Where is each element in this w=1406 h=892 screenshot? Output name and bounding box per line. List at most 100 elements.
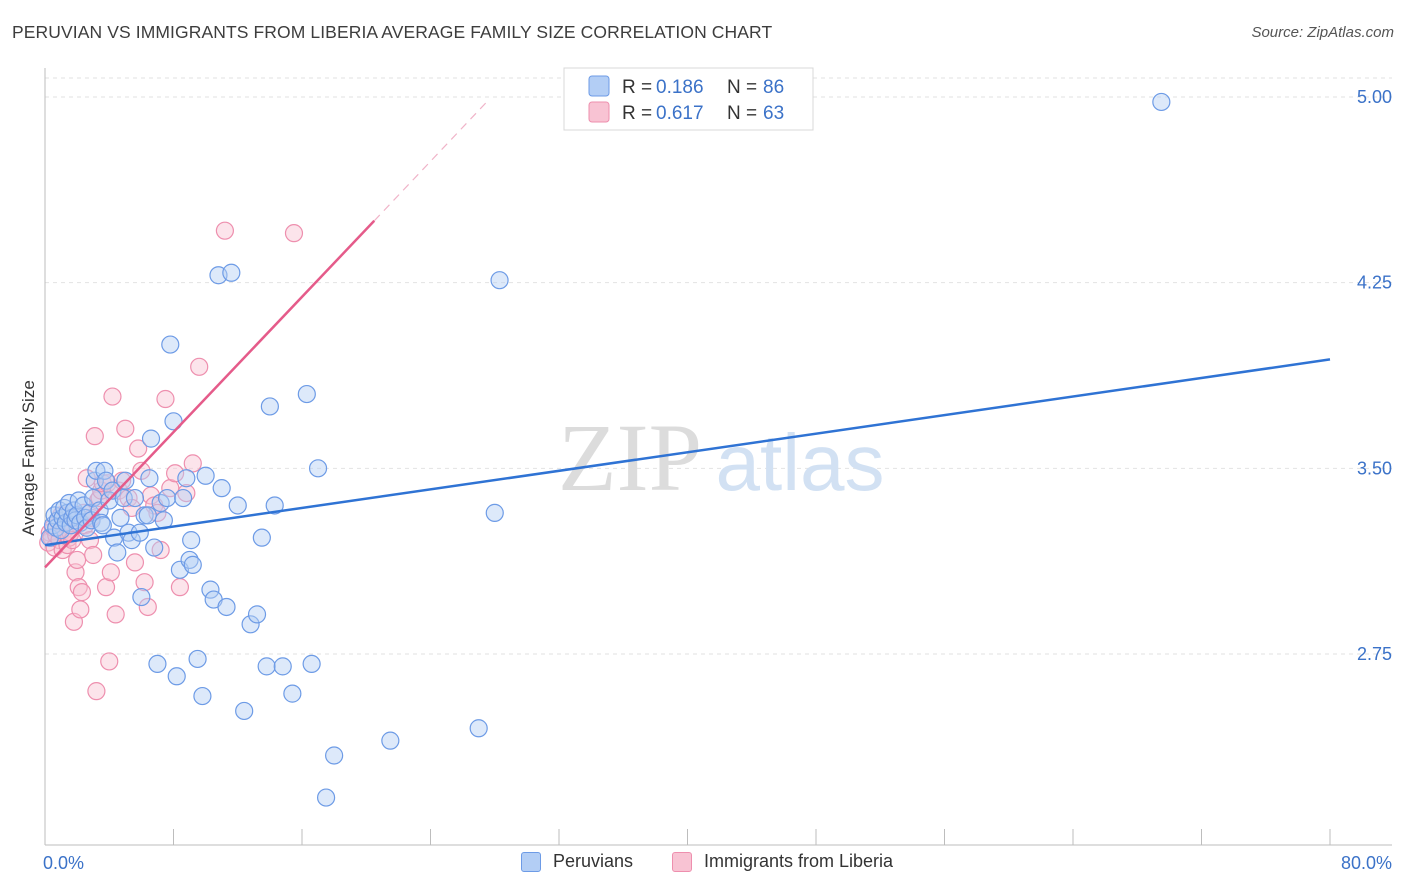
liberia-point [119,488,138,508]
legend-n-value-1: 86 [763,77,784,98]
liberia-point [106,605,125,624]
peruvian-point [283,684,302,703]
bottom-legend: Peruvians Immigrants from Liberia [0,851,1406,877]
chart-title: PERUVIAN VS IMMIGRANTS FROM LIBERIA AVER… [12,22,773,42]
peruvian-point [217,597,236,617]
peruvian-point [108,543,127,562]
peruvian-point [174,488,193,508]
legend-n-label-2: N = [727,103,757,124]
peruvian-point [228,496,247,515]
peruvian-point [125,488,145,508]
peruvian-point [182,531,201,550]
peruvian-point [297,384,316,404]
liberia-point [100,652,119,671]
liberia-point [170,578,190,597]
y-tick-label: 4.25 [1357,273,1392,293]
legend-item-peruvians: Peruvians [521,851,633,872]
grid-lines [45,77,1392,655]
peruvian-point [247,605,267,624]
legend-n-value-2: 63 [763,103,784,124]
peruvian-point [148,654,167,674]
peruvian-point [222,263,241,282]
x-tick-label-max: 80.0% [1341,853,1392,873]
legend-r-value-1: 0.186 [656,77,704,98]
liberia-point [125,553,145,572]
legend-label-peruvians: Peruvians [553,851,634,871]
liberia-point [87,682,106,701]
source-label: Source: ZipAtlas.com [1251,24,1394,41]
peruvian-point [164,412,183,431]
liberia-point [84,545,103,565]
peruvian-point [141,429,161,448]
liberia-point [71,600,90,619]
peruvian-point [167,667,186,686]
peruvian-point [485,503,504,522]
peruvian-point [111,508,130,527]
peruvian-point [183,555,202,574]
legend-item-liberia: Immigrants from Liberia [672,851,893,872]
y-tick-label: 5.00 [1357,87,1392,107]
liberia-point [69,578,88,597]
liberia-point [85,427,104,446]
liberia-point [166,464,185,483]
watermark-zip: ZIP [558,404,702,511]
peruvian-point [93,516,112,535]
y-tick-label: 3.50 [1357,458,1392,478]
peruvian-point [252,528,271,547]
liberia-point [103,387,122,406]
x-tick-label-min: 0.0% [43,853,84,873]
peruvian-point [235,701,254,721]
peruvian-point [1152,92,1171,112]
liberia-point [135,573,154,592]
legend-swatch-peruvians [588,75,610,97]
y-tick-labels: 2.75 3.50 4.25 5.00 [1357,87,1392,664]
peruvian-point [116,471,135,490]
peruvian-point [469,719,488,738]
legend-swatch-liberia [588,101,610,123]
peruvian-point [161,335,180,354]
peruvian-point [196,466,215,485]
peruvian-point [140,469,159,488]
watermark-atlas: atlas [716,418,885,507]
peruvian-point [201,580,220,599]
peruvian-point [96,471,116,490]
watermark: ZIP atlas [558,404,884,511]
peruvian-point [241,615,260,634]
peruvian-point [212,479,231,498]
peruvian-point [180,550,199,570]
y-axis-label: Average Family Size [19,380,38,536]
peruvian-point [145,538,164,557]
peruvian-point [381,731,400,750]
peruvian-trendline [44,358,1331,547]
liberia-trendline [44,219,376,569]
liberia-trendline-extension [373,101,488,222]
peruvian-point [177,469,196,488]
peruvian-point [265,496,284,515]
legend-r-value-2: 0.617 [656,103,704,124]
liberia-point [101,563,120,582]
liberia-point [72,583,92,602]
liberia-points [39,221,304,701]
peruvian-point [103,481,122,500]
liberia-point [68,550,87,570]
liberia-point [129,439,148,458]
liberia-point [177,483,196,503]
peruvian-point [138,506,157,525]
liberia-point [284,224,304,243]
peruvian-point [188,649,207,669]
legend-n-label-1: N = [727,77,757,98]
axes [44,68,1392,846]
liberia-point [156,389,175,409]
peruvian-point [260,397,279,416]
peruvian-point [132,587,151,607]
peruvian-point [325,746,344,765]
peruvian-point [302,654,321,674]
y-tick-label: 2.75 [1357,644,1392,664]
liberia-point [190,357,209,376]
legend-swatch-peruvians-bottom [521,851,541,872]
liberia-point [138,597,157,617]
trendlines [44,101,1331,569]
peruvian-point [47,518,66,537]
legend-swatch-liberia-bottom [672,851,692,872]
